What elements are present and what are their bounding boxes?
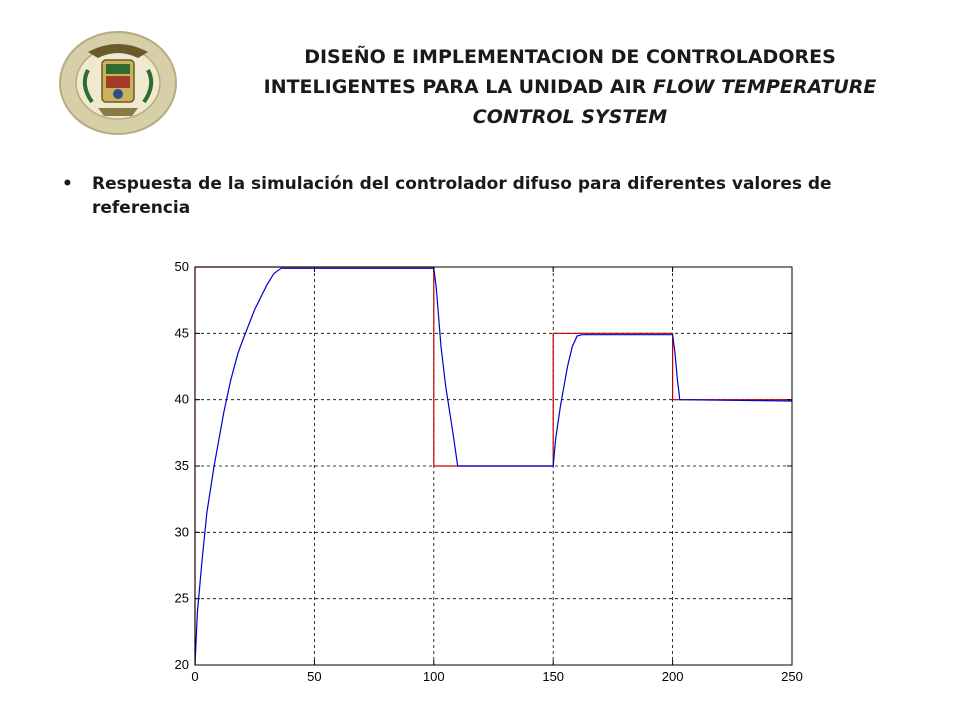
x-tick-label: 50 (307, 669, 321, 684)
simulation-response-chart: 0 50 100 150 200 250 20 25 30 35 40 45 50 (150, 250, 810, 700)
y-tick-label: 20 (175, 657, 189, 672)
y-tick-label: 40 (175, 392, 189, 407)
x-tick-label: 0 (191, 669, 198, 684)
slide-title: DISEÑO E IMPLEMENTACION DE CONTROLADORES… (200, 42, 940, 132)
title-line-2b: FLOW TEMPERATURE (652, 76, 877, 98)
y-tick-label: 50 (175, 259, 189, 274)
x-tick-label: 250 (781, 669, 803, 684)
title-line-3: CONTROL SYSTEM (472, 106, 668, 128)
bullet-text: Respuesta de la simulación del controlad… (92, 174, 832, 218)
y-tick-label: 45 (175, 325, 189, 340)
x-tick-label: 200 (662, 669, 684, 684)
y-tick-label: 35 (175, 458, 189, 473)
institution-seal-logo (58, 30, 178, 136)
series-line-1 (194, 267, 793, 666)
chart-svg: 0 50 100 150 200 250 20 25 30 35 40 45 50 (175, 259, 803, 684)
title-line-2: INTELIGENTES PARA LA UNIDAD AIR FLOW TEM… (200, 72, 940, 102)
bullet-symbol: • (62, 174, 73, 194)
y-tick-label: 25 (175, 591, 189, 606)
title-line-2a: INTELIGENTES PARA LA UNIDAD AIR (263, 76, 653, 98)
title-line-1: DISEÑO E IMPLEMENTACION DE CONTROLADORES (304, 46, 836, 68)
y-tick-label: 30 (175, 524, 189, 539)
x-tick-label: 150 (542, 669, 564, 684)
x-tick-label: 100 (423, 669, 445, 684)
